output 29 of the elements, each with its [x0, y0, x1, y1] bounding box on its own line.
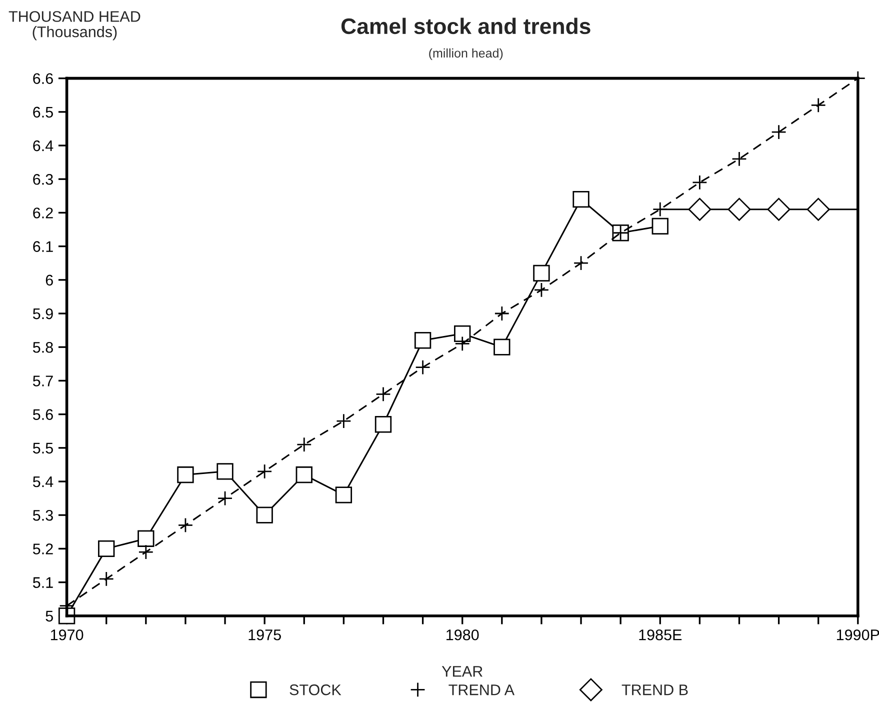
y-tick-label: 5.4 — [32, 476, 54, 488]
y-tick-label: 5 — [46, 610, 53, 622]
y-tick-label: 6.4 — [33, 140, 54, 152]
chart-title: Camel stock and trends — [341, 18, 590, 34]
legend-label: TREND A — [448, 684, 515, 696]
y-tick-label: 5.1 — [32, 577, 53, 588]
y-tick-label: 5.9 — [32, 308, 53, 320]
y-tick-label: 6 — [46, 274, 53, 286]
y-axis-title: THOUSAND HEAD (Thousands) — [8, 11, 140, 40]
y-tick-label: 5.2 — [32, 544, 53, 554]
legend-label: STOCK — [290, 684, 342, 696]
y-tick-label: 6.2 — [33, 208, 53, 218]
x-tick-label: 1985E — [639, 629, 682, 640]
y-tick-label: 5.5 — [32, 442, 53, 454]
x-tick-label: 1990P — [836, 629, 879, 640]
y-tick-label: 6.6 — [33, 73, 53, 84]
x-tick-label: 1980 — [446, 629, 479, 640]
x-tick-label: 1970 — [50, 629, 84, 640]
y-tick-label: 6.5 — [33, 106, 53, 118]
y-tick-label: 5.7 — [32, 376, 53, 386]
x-axis-title: YEAR — [442, 666, 482, 677]
y-tick-label: 5.3 — [32, 510, 53, 521]
y-tick-label: 5.8 — [32, 342, 53, 353]
x-tick-label: 1975 — [248, 629, 281, 640]
legend-label: TREND B — [622, 684, 688, 696]
y-tick-label: 6.3 — [33, 174, 53, 185]
y-tick-label: 6.1 — [33, 241, 53, 252]
chart-subtitle: (million head) — [429, 48, 503, 60]
y-tick-label: 5.6 — [32, 409, 53, 420]
